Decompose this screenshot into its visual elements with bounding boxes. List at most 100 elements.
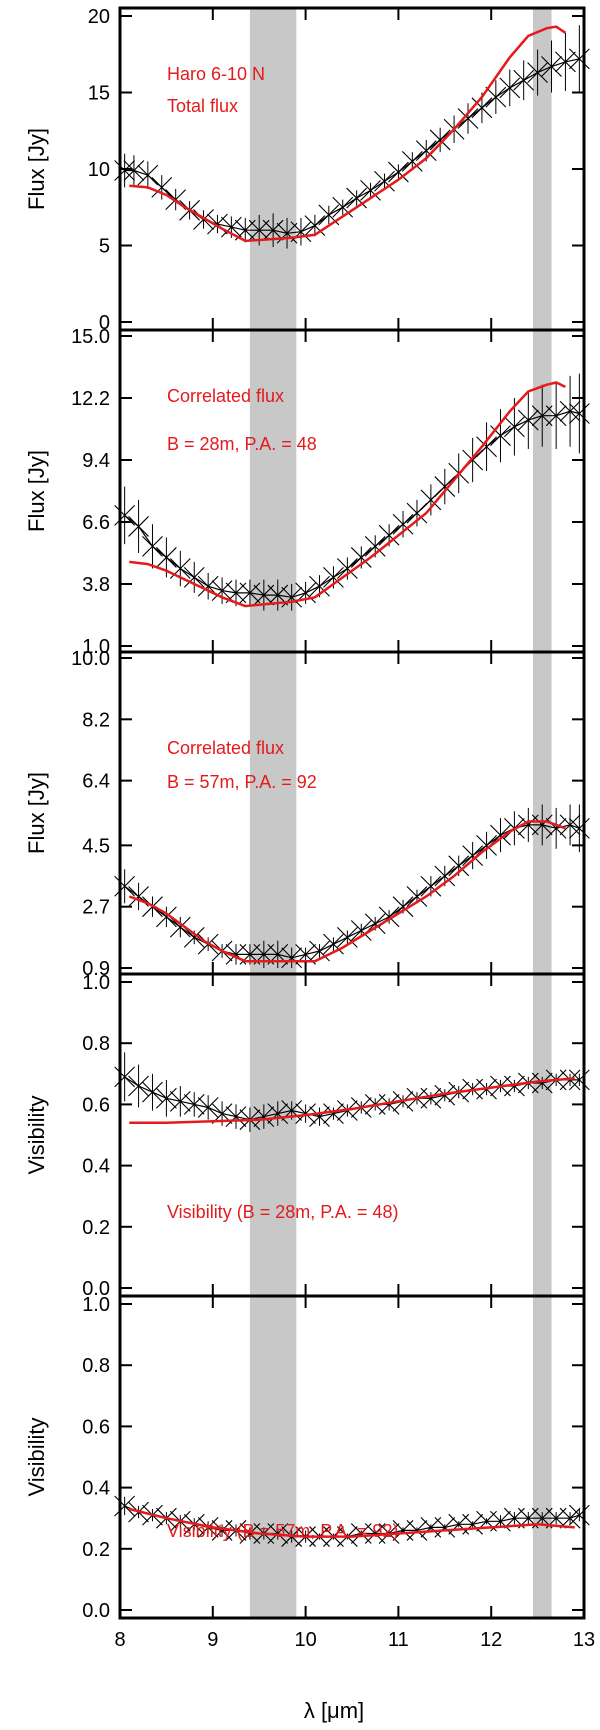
panel-1-data-point: [276, 217, 298, 249]
panel-2-frame: [118, 328, 586, 654]
panel-2-cross-marker: [142, 535, 163, 557]
panel-4-data-point: [156, 1079, 177, 1117]
panel-2-data-point: [462, 437, 484, 483]
panel-4-cross-marker: [434, 1084, 456, 1106]
panel-1-annotation-1: Haro 6-10 N: [167, 64, 265, 84]
panel-1-cross-marker: [220, 216, 242, 238]
panel-3-cross-marker: [490, 824, 511, 846]
panel-1-cross-marker: [360, 180, 381, 201]
x-axis-label: λ [μm]: [304, 1698, 364, 1723]
panel-5-frame: [118, 1294, 586, 1620]
panel-1-data-point: [332, 196, 354, 218]
panel-4-cross-marker: [378, 1094, 400, 1115]
panel-3-data-point: [169, 916, 191, 938]
panel-2-data-point: [281, 584, 303, 611]
panel-4-frame: [118, 972, 586, 1298]
panel-2-y-axis-label: Flux [Jy]: [24, 450, 49, 532]
panel-4-cross-marker: [267, 1103, 289, 1124]
panel-3-data-point: [323, 933, 344, 955]
panel-3-y-tick-label: 6.4: [82, 771, 110, 793]
panel-4-data-point: [295, 1103, 316, 1124]
panel-1-cross-marker: [429, 129, 451, 151]
labels: 0 5 10 15 20 Flux [Jy] Haro 6-10 N Total flux 1.…: [24, 6, 595, 1651]
panel-1-cross-marker: [262, 219, 284, 241]
panel-4-data-point: [114, 1052, 136, 1102]
panel-2-cross-marker: [490, 425, 511, 447]
panel-4-data-point: [267, 1101, 289, 1126]
panel-3-annotation-1: Correlated flux: [167, 738, 284, 758]
panel-4-y-axis-label: Visibility: [24, 1095, 49, 1174]
panel-4-data-point: [128, 1064, 149, 1108]
panel-2-cross-marker: [156, 547, 177, 568]
panel-5-shaded-band-2: [532, 1296, 552, 1618]
panel-1-cross-marker: [276, 222, 298, 244]
panel-3-observed-line: [124, 824, 580, 959]
panel-1-data-point: [137, 161, 159, 189]
panel-1-data-point: [457, 103, 479, 134]
panel-2-cross-marker: [211, 580, 233, 602]
panel-2-cross-marker: [128, 516, 149, 537]
panel-1-data-point: [429, 127, 451, 153]
panel-1-cross-marker: [568, 48, 590, 70]
panel-1-model-line: [129, 25, 567, 243]
panel-5-data-point: [462, 1513, 484, 1535]
panel-1-y-tick-label: 15: [88, 83, 110, 105]
panel-3-cross-marker: [323, 933, 344, 955]
panel-2-cross-marker: [504, 416, 525, 438]
panel-2-cross-marker: [309, 575, 330, 597]
panel-1-y-tick-label: 0: [99, 312, 110, 334]
panel-4-cross-marker: [114, 1066, 136, 1088]
panel-3-data-point: [114, 869, 136, 904]
panel-4-cross-marker: [295, 1103, 316, 1124]
panel-1-data-point: [193, 209, 214, 230]
shaded-bands: [249, 8, 552, 1618]
panel-3-data-point: [476, 831, 497, 859]
panel-1-cross-marker: [374, 170, 395, 192]
panel-1-data-point: [568, 25, 590, 93]
panel-2-cross-marker: [336, 558, 358, 579]
panel-1-cross-marker: [471, 97, 493, 119]
panel-1-annotation-2: Total flux: [167, 96, 238, 116]
panel-1-data-point: [346, 187, 368, 209]
panel-4-cross-marker: [309, 1106, 330, 1128]
panel-3-cross-marker: [169, 916, 191, 938]
panel-2-data-point: [568, 373, 590, 454]
panel-3-annotation-2: B = 57m, P.A. = 92: [167, 772, 317, 792]
panel-4-cross-marker: [197, 1097, 219, 1118]
panel-2-y-tick-label: 15.0: [71, 326, 110, 348]
panel-2-cross-marker: [281, 586, 303, 608]
panel-4-data-point: [568, 1069, 590, 1091]
panel-4-cross-marker: [253, 1106, 275, 1128]
panel-1-cross-marker: [499, 77, 521, 99]
panel-1-data-point: [114, 153, 136, 188]
panel-5-cross-marker: [434, 1516, 456, 1538]
panel-1-data-point: [304, 214, 326, 237]
panel-5-cross-marker: [406, 1520, 428, 1541]
panel-4-cross-marker: [142, 1081, 163, 1103]
panel-4-data-point: [253, 1104, 275, 1129]
panel-1-data-point: [360, 180, 381, 201]
x-tick-label: 12: [480, 1629, 502, 1651]
panel-1-data-point: [262, 213, 284, 248]
panel-2-cross-marker: [350, 547, 372, 568]
panel-4-data-point: [183, 1092, 205, 1117]
panel-5-model-line: [128, 1507, 575, 1538]
panel-4-y-tick-label: 0.8: [82, 1033, 110, 1055]
panel-2-cross-marker: [392, 513, 414, 535]
panel-5-cross-marker: [462, 1513, 484, 1535]
panel-2-data-point: [239, 579, 261, 607]
panel-4-data-point: [225, 1104, 247, 1129]
panel-1-data-point: [388, 161, 409, 183]
panel-5-y-tick-label: 0.8: [82, 1355, 110, 1377]
panel-1-y-tick-label: 10: [88, 159, 110, 181]
panel-5-shaded-band-1: [249, 1296, 297, 1618]
panel-1-cross-marker: [485, 86, 507, 108]
panel-4-annotation-1: Visibility (B = 28m, P.A. = 48): [167, 1202, 398, 1222]
panel-3-shaded-band-1: [249, 652, 297, 974]
panel-2-observed-line: [124, 410, 580, 598]
panel-5-y-tick-label: 0.2: [82, 1539, 110, 1561]
panel-2-shaded-band-1: [249, 330, 297, 652]
panel-3-cross-marker: [281, 947, 303, 969]
panel-5-cross-marker: [568, 1504, 590, 1526]
